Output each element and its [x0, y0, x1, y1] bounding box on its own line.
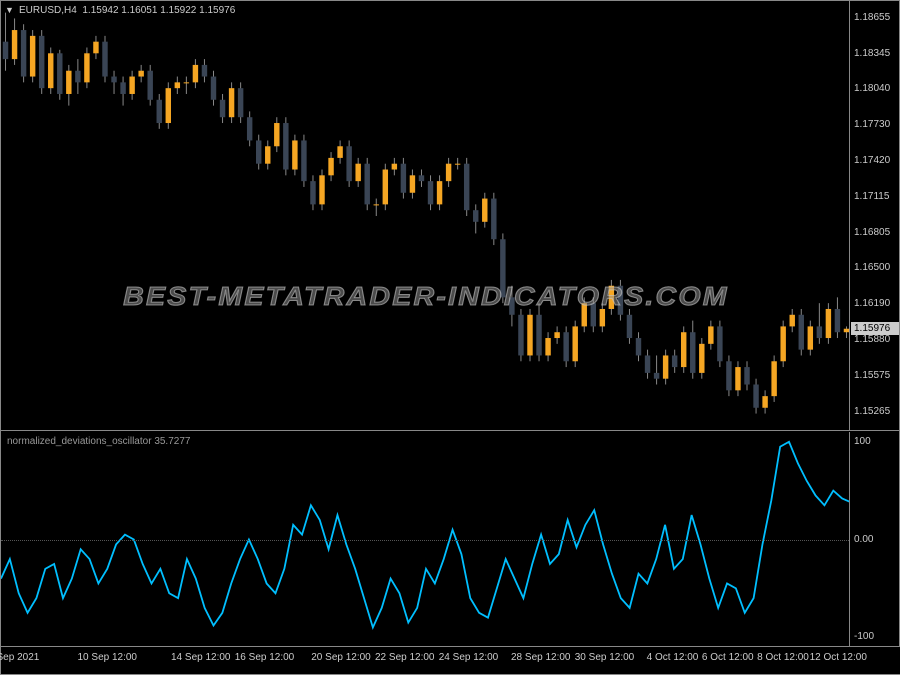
ohlc-label: 1.15942 1.16051 1.15922 1.15976	[82, 5, 235, 16]
price-tick: 1.16500	[854, 262, 890, 273]
time-tick: 8 Sep 2021	[0, 652, 39, 663]
oscillator-value: 35.7277	[154, 436, 190, 447]
price-tick: 1.17420	[854, 155, 890, 166]
time-tick: 22 Sep 12:00	[375, 652, 435, 663]
price-tick: 1.18040	[854, 83, 890, 94]
time-tick: 20 Sep 12:00	[311, 652, 371, 663]
time-tick: 14 Sep 12:00	[171, 652, 231, 663]
oscillator-title: normalized_deviations_oscillator 35.7277	[7, 436, 190, 447]
time-tick: 16 Sep 12:00	[235, 652, 295, 663]
time-tick: 12 Oct 12:00	[810, 652, 867, 663]
price-tick: 1.16190	[854, 298, 890, 309]
price-tick: 1.15575	[854, 370, 890, 381]
oscillator-tick: 100	[854, 436, 871, 447]
price-chart[interactable]: ▼ EURUSD,H4 1.15942 1.16051 1.15922 1.15…	[1, 1, 851, 431]
zero-line	[1, 540, 851, 541]
price-tick: 1.17730	[854, 119, 890, 130]
current-price-tag: 1.15976	[851, 322, 899, 335]
time-axis: 8 Sep 2021 10 Sep 12:00 14 Sep 12:00 16 Sep…	[1, 646, 900, 674]
time-tick: 28 Sep 12:00	[511, 652, 571, 663]
chart-title: EURUSD,H4 1.15942 1.16051 1.15922 1.1597…	[19, 5, 235, 16]
oscillator-chart[interactable]: normalized_deviations_oscillator 35.7277	[1, 432, 851, 647]
price-tick: 1.15265	[854, 406, 890, 417]
oscillator-name: normalized_deviations_oscillator	[7, 436, 152, 447]
time-tick: 24 Sep 12:00	[439, 652, 499, 663]
chart-menu-icon[interactable]: ▼	[5, 5, 14, 15]
time-tick: 4 Oct 12:00	[647, 652, 699, 663]
price-axis: 1.15976 1.18655 1.18345 1.18040 1.17730 1.17…	[849, 1, 899, 431]
price-tick: 1.18345	[854, 48, 890, 59]
time-tick: 8 Oct 12:00	[757, 652, 809, 663]
symbol-label: EURUSD,H4	[19, 5, 77, 16]
oscillator-tick: 0.00	[854, 534, 873, 545]
price-tick: 1.16805	[854, 227, 890, 238]
time-tick: 6 Oct 12:00	[702, 652, 754, 663]
price-tick: 1.15880	[854, 334, 890, 345]
oscillator-axis: 100 0.00 -100	[849, 432, 899, 647]
candlestick-canvas	[1, 1, 851, 431]
price-tick: 1.17115	[854, 191, 889, 202]
price-tick: 1.18655	[854, 12, 890, 23]
time-tick: 30 Sep 12:00	[575, 652, 635, 663]
time-tick: 10 Sep 12:00	[78, 652, 138, 663]
oscillator-tick: -100	[854, 631, 874, 642]
chart-window: ▼ EURUSD,H4 1.15942 1.16051 1.15922 1.15…	[0, 0, 900, 675]
